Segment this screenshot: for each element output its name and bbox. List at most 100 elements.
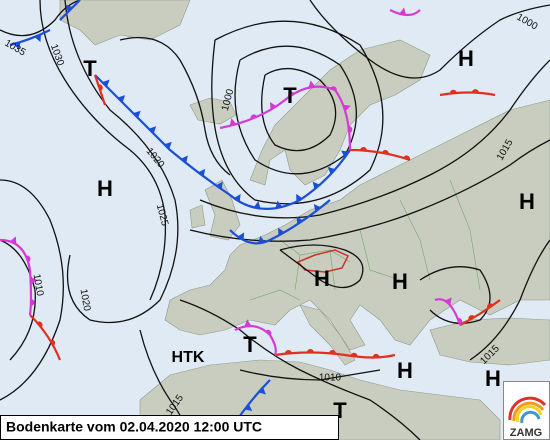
front-symbol: [34, 34, 41, 43]
front-symbol: [457, 317, 463, 325]
front-symbol: [343, 104, 351, 112]
front-symbol: [164, 141, 172, 150]
isobar: [279, 244, 364, 289]
low-center: T: [243, 332, 257, 357]
logo-arc: [516, 405, 543, 423]
isobar: [119, 36, 231, 176]
front-symbol: [284, 349, 292, 354]
continental-europe: [164, 99, 550, 351]
low-center: T: [283, 83, 297, 108]
british-isles: [189, 179, 241, 241]
front-symbol: [180, 155, 188, 164]
logo-arc: [512, 401, 545, 422]
front-symbol: [117, 95, 126, 103]
isobar-label: 1010: [31, 273, 46, 297]
pressure-centers: T T H H H H T H H T H HTK: [83, 46, 535, 423]
warm-front: [349, 148, 411, 162]
front-symbol: [449, 89, 457, 94]
front-symbol: [348, 126, 353, 133]
front-symbol: [102, 79, 110, 88]
front-symbol: [36, 321, 43, 328]
caption: Bodenkarte vom 02.04.2020 12:00 UTC: [6, 419, 262, 435]
front-symbol: [327, 167, 336, 175]
austria-outline: [296, 249, 350, 273]
front-symbol: [330, 86, 337, 92]
isobar: [39, 0, 167, 301]
front-symbol: [9, 236, 17, 245]
front-symbol: [468, 315, 475, 321]
front-symbol: [341, 150, 349, 158]
front-symbol: [486, 303, 494, 309]
warm-front: [274, 351, 396, 359]
high-center: H: [397, 358, 413, 383]
warm-front: [29, 314, 62, 361]
isobar: [469, 239, 550, 361]
front-symbol: [359, 147, 367, 151]
warm-front: [439, 91, 496, 97]
occluded-front: [219, 85, 352, 151]
isobar: [64, 0, 179, 324]
front-symbol: [275, 200, 283, 209]
high-center: H: [314, 266, 330, 291]
front-symbol: [258, 235, 265, 244]
front-symbol: [253, 201, 261, 209]
front-symbol: [288, 91, 295, 98]
isobar-label: 1020: [78, 288, 93, 312]
front-symbol: [25, 255, 31, 263]
front-symbol: [65, 4, 73, 13]
occluded-front: [389, 9, 421, 17]
warm-front: [93, 74, 107, 106]
low-center: T: [83, 56, 97, 81]
front-symbol: [399, 7, 407, 16]
front-symbol: [471, 89, 479, 93]
high-center: H: [458, 46, 474, 71]
front-symbol: [30, 299, 35, 307]
front-symbol: [328, 350, 336, 354]
front-symbol: [215, 181, 223, 190]
front-symbol: [278, 227, 285, 236]
isobar: [239, 369, 381, 381]
scandinavia: [249, 39, 431, 186]
front-symbol: [403, 155, 411, 160]
isobar-label: 1010: [319, 373, 342, 384]
front-symbol: [250, 114, 258, 120]
front-symbol: [372, 353, 380, 358]
front-symbol: [49, 339, 56, 347]
front-symbol: [312, 181, 320, 190]
isobar: [211, 20, 384, 205]
front-symbol: [381, 149, 389, 155]
front-symbol: [13, 42, 21, 50]
high-center: H: [97, 176, 113, 201]
logo-text: ZAMG: [510, 427, 542, 439]
low-complex: HTK: [172, 349, 205, 366]
front-symbol: [148, 126, 157, 134]
isobar: [199, 59, 550, 219]
front-symbol: [444, 297, 452, 306]
logo: ZAMG: [503, 381, 550, 440]
front-symbol: [265, 329, 272, 336]
logo-arc: [520, 410, 541, 424]
front-symbol: [244, 319, 252, 327]
high-center: H: [485, 366, 501, 391]
isobar: [0, 179, 64, 401]
isobar: [309, 0, 550, 79]
front-symbol: [258, 387, 266, 395]
front-symbol: [296, 193, 303, 202]
front-symbol: [98, 84, 103, 92]
isobar: [0, 239, 36, 361]
front-symbol: [350, 352, 358, 357]
front-symbol: [308, 80, 316, 88]
front-symbol: [30, 277, 38, 285]
isobar: [261, 68, 337, 152]
isobar: [419, 266, 491, 324]
isobar: [179, 299, 421, 440]
isobar: [0, 0, 81, 37]
caption-box: [0, 415, 339, 440]
warm-front: [459, 299, 501, 326]
greenland: [59, 0, 191, 46]
front-symbol: [198, 168, 206, 177]
italy: [299, 304, 356, 366]
logo-arc: [508, 396, 547, 421]
